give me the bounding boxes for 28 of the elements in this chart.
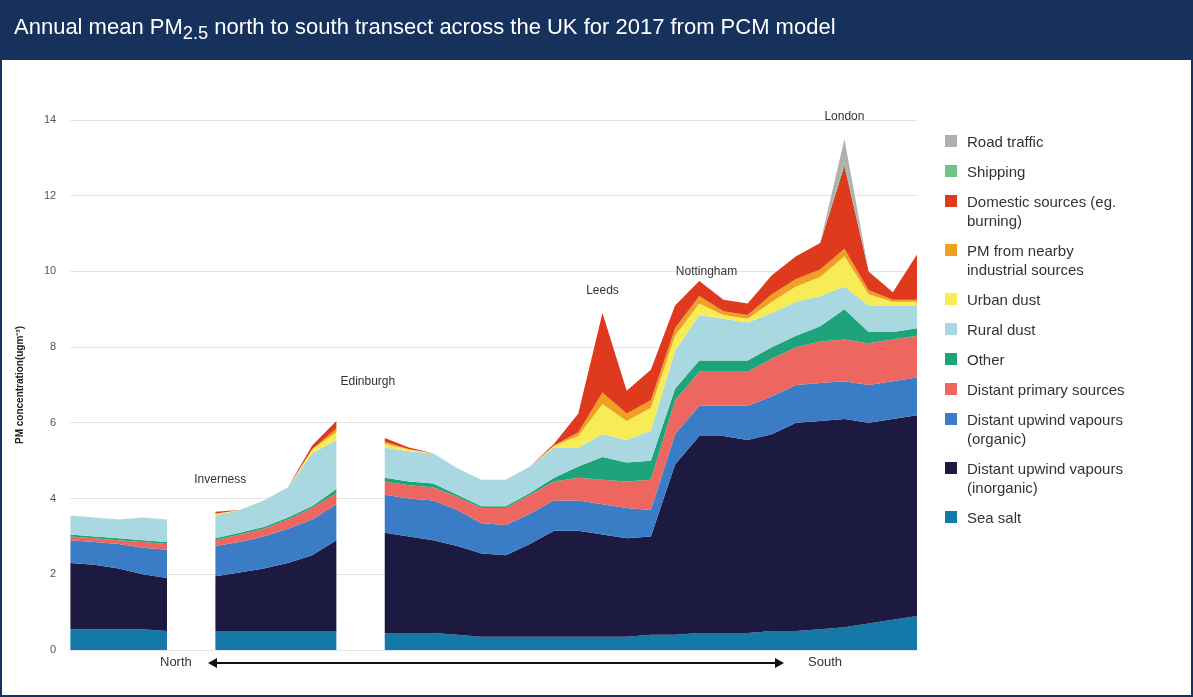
legend-label: Domestic sources (eg. burning) [967, 192, 1118, 230]
annotation: Nottingham [675, 264, 738, 279]
legend-label: PM from nearby industrial sources [967, 241, 1085, 279]
y-tick-label: 12 [43, 188, 57, 201]
legend-label: Distant primary sources [967, 380, 1126, 399]
legend-label: Urban dust [967, 290, 1042, 309]
text: North [160, 654, 192, 669]
annotation: Inverness [194, 472, 247, 487]
legend-label: Other [967, 350, 1006, 369]
y-tick-label: 8 [50, 340, 57, 353]
legend-label: Road traffic [967, 132, 1045, 151]
y-tick-label: 6 [50, 415, 57, 428]
y-axis-title: PM concentration(ugm⁻³) [13, 326, 25, 444]
legend-label: Distant upwind vapours (organic) [967, 410, 1124, 448]
legend-label: Rural dust [967, 320, 1037, 339]
annotation: Leeds [586, 283, 619, 298]
y-tick-label: 2 [50, 567, 57, 580]
annotation: Edinburgh [340, 374, 396, 388]
y-tick-label: 4 [50, 491, 57, 504]
annotation: London [824, 109, 865, 123]
y-tick-label: 10 [43, 264, 57, 277]
legend-label: Shipping [967, 162, 1027, 181]
text: South [808, 654, 842, 669]
chart-title: Annual mean PM$_{2.5}$ north to south transect across the UK for 2017 from PCM model [14, 14, 836, 45]
y-tick-label: 14 [43, 113, 57, 126]
y-tick-label: 0 [50, 643, 57, 656]
legend-label: Distant upwind vapours (inorganic) [967, 459, 1124, 497]
legend-label: Sea salt [967, 508, 1023, 527]
